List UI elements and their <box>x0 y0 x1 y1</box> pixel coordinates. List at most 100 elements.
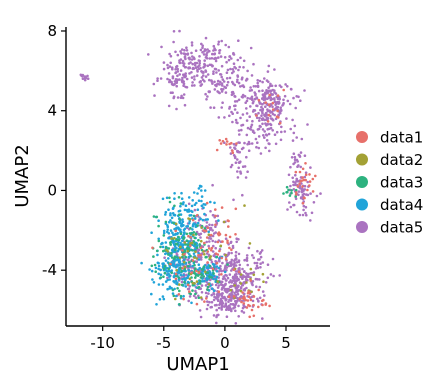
point-data1 <box>244 298 247 302</box>
point-data5 <box>204 75 208 78</box>
point-data5 <box>232 62 236 65</box>
point-data5 <box>284 83 287 86</box>
point-data5 <box>201 51 204 54</box>
point-data5 <box>204 291 208 295</box>
point-data2 <box>239 282 243 285</box>
point-data4 <box>167 220 171 224</box>
point-data1 <box>197 253 200 257</box>
point-data4 <box>197 187 201 190</box>
point-data3 <box>180 283 184 287</box>
point-data5 <box>207 244 210 248</box>
point-data4 <box>211 262 215 266</box>
point-data5 <box>166 77 169 81</box>
point-data5 <box>218 80 222 84</box>
x-tick-label: 5 <box>281 334 291 352</box>
point-data2 <box>239 273 243 276</box>
point-data5 <box>237 166 240 170</box>
point-data1 <box>224 257 228 261</box>
point-data5 <box>289 127 293 131</box>
point-data1 <box>301 201 305 205</box>
point-data5 <box>300 190 304 194</box>
point-data5 <box>176 67 179 71</box>
point-data5 <box>190 44 194 47</box>
x-ticks: -10 -5 0 5 <box>90 326 291 352</box>
point-data2 <box>165 248 168 252</box>
point-data3 <box>198 282 202 285</box>
point-data3 <box>193 243 197 246</box>
point-data1 <box>188 290 191 293</box>
point-data5 <box>168 65 172 68</box>
point-data5 <box>214 260 217 263</box>
point-data5 <box>256 278 259 281</box>
point-data5 <box>229 146 232 149</box>
point-data5 <box>194 49 198 52</box>
point-data1 <box>218 232 222 236</box>
point-data1 <box>203 241 206 245</box>
point-data5 <box>261 128 265 131</box>
point-data5 <box>194 66 198 69</box>
point-data3 <box>193 272 197 275</box>
point-data4 <box>178 264 182 267</box>
point-data2 <box>189 241 192 245</box>
point-data5 <box>214 225 217 228</box>
point-data4 <box>165 269 168 273</box>
point-data2 <box>186 249 190 253</box>
point-data5 <box>233 156 237 160</box>
point-data4 <box>168 275 171 278</box>
point-data5 <box>184 52 187 56</box>
point-data5 <box>215 308 218 312</box>
point-data3 <box>188 232 192 235</box>
point-data2 <box>248 242 252 245</box>
point-data5 <box>227 300 230 304</box>
point-data5 <box>231 244 235 248</box>
point-data1 <box>257 288 261 292</box>
point-data5 <box>256 297 259 301</box>
point-data5 <box>292 96 295 100</box>
point-data5 <box>162 67 166 71</box>
point-data4 <box>167 269 171 273</box>
point-data3 <box>200 273 204 277</box>
point-data1 <box>199 253 202 257</box>
point-data5 <box>225 274 228 277</box>
point-data5 <box>209 210 212 213</box>
point-data3 <box>194 232 198 235</box>
point-data5 <box>205 307 209 311</box>
point-data5 <box>194 296 198 300</box>
point-data5 <box>236 158 239 161</box>
point-data5 <box>226 68 230 72</box>
point-data3 <box>208 264 212 268</box>
point-data4 <box>179 273 183 277</box>
legend-swatch-data2 <box>356 153 368 166</box>
point-data5 <box>218 259 221 263</box>
point-data5 <box>217 306 221 310</box>
point-data5 <box>236 74 239 77</box>
point-data5 <box>195 61 199 65</box>
point-data5 <box>290 156 294 159</box>
point-data5 <box>230 309 233 313</box>
point-data3 <box>212 272 215 275</box>
point-data5 <box>174 68 177 71</box>
point-data5 <box>276 105 280 109</box>
point-data5 <box>185 49 189 52</box>
point-data5 <box>211 239 214 243</box>
point-data5 <box>248 115 251 118</box>
point-data5 <box>214 246 217 250</box>
point-data3 <box>152 255 155 258</box>
point-data5 <box>214 240 217 244</box>
point-data1 <box>215 148 219 152</box>
point-data5 <box>295 136 299 139</box>
point-data5 <box>234 301 238 305</box>
point-data5 <box>220 283 223 286</box>
point-data5 <box>187 62 191 65</box>
point-data5 <box>171 67 174 71</box>
point-data1 <box>195 302 199 306</box>
point-data5 <box>238 133 241 136</box>
point-data5 <box>246 263 249 267</box>
point-data4 <box>157 283 161 286</box>
point-data5 <box>245 272 248 275</box>
point-data5 <box>298 213 302 217</box>
point-data4 <box>215 275 219 279</box>
point-data5 <box>294 106 298 110</box>
point-data4 <box>161 262 164 266</box>
point-data5 <box>257 89 261 93</box>
